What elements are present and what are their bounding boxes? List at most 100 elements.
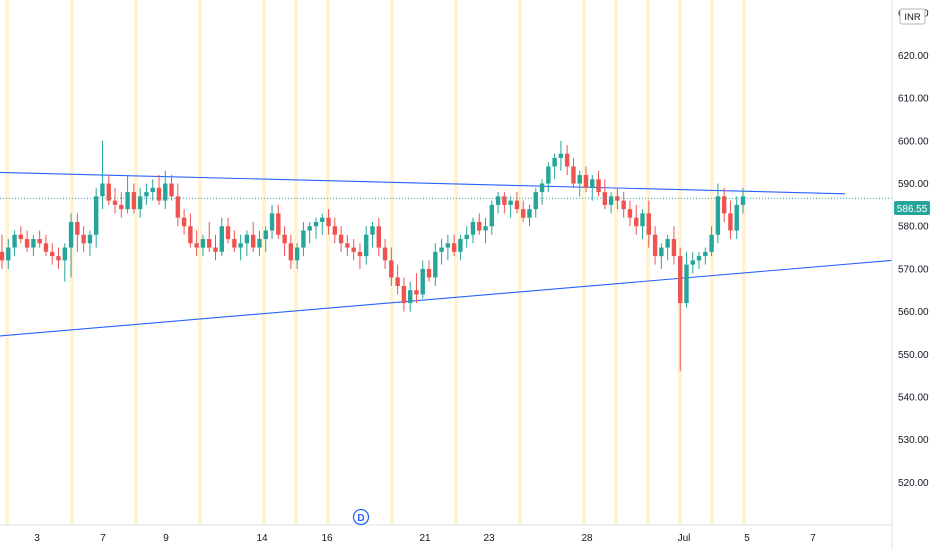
- candle-body: [25, 239, 29, 248]
- candle-29: [182, 209, 186, 235]
- candle-body: [56, 256, 60, 260]
- x-tick-label: 28: [581, 533, 593, 544]
- candle-body: [628, 209, 632, 218]
- candle-body: [113, 201, 117, 205]
- candle-body: [496, 196, 500, 205]
- candle-17: [107, 175, 111, 205]
- candle-body: [741, 196, 745, 205]
- candle-body: [402, 286, 406, 303]
- candle-body: [157, 188, 161, 201]
- candle-body: [452, 243, 456, 252]
- candle-71: [446, 235, 450, 261]
- candle-body: [678, 256, 682, 303]
- candle-110: [691, 252, 695, 273]
- candle-body: [6, 248, 10, 261]
- candle-5: [31, 235, 35, 256]
- candle-38: [238, 235, 242, 261]
- candle-body: [88, 235, 92, 244]
- candle-body: [169, 184, 173, 197]
- currency-label: INR: [904, 12, 921, 23]
- session-band-6: [326, 0, 330, 525]
- candle-body: [301, 230, 305, 247]
- candle-50: [314, 218, 318, 239]
- candle-75: [471, 218, 475, 244]
- candle-30: [188, 213, 192, 247]
- session-band-3: [198, 0, 202, 525]
- candle-body: [471, 222, 475, 235]
- candle-body: [590, 179, 594, 188]
- candle-111: [697, 252, 701, 269]
- candle-body: [37, 239, 41, 243]
- candle-body: [326, 218, 330, 227]
- candle-18: [113, 188, 117, 214]
- candle-33: [207, 222, 211, 252]
- candle-body: [19, 235, 23, 239]
- candle-body: [691, 260, 695, 264]
- candle-109: [684, 252, 688, 307]
- session-bands: [5, 0, 746, 525]
- candle-90: [565, 145, 569, 175]
- candle-46: [289, 235, 293, 269]
- y-tick-label: 520.00: [898, 478, 929, 489]
- price-axis[interactable]: 630.00620.00610.00600.00590.00580.00570.…: [898, 8, 929, 489]
- x-tick-label: Jul: [678, 533, 691, 544]
- candle-body: [490, 205, 494, 226]
- candle-3: [19, 226, 23, 243]
- candle-76: [477, 213, 481, 234]
- candle-53: [333, 218, 337, 244]
- candle-23: [144, 184, 148, 205]
- candle-97: [609, 192, 613, 213]
- candle-69: [433, 243, 437, 286]
- candle-body: [433, 252, 437, 278]
- candle-22: [138, 188, 142, 218]
- candle-body: [270, 213, 274, 230]
- candle-58: [364, 226, 368, 264]
- time-axis[interactable]: 3 7 9 14 16 21 23 28 Jul 5 7: [34, 533, 816, 544]
- candle-73: [458, 235, 462, 261]
- candle-body: [125, 192, 129, 209]
- candle-114: [716, 184, 720, 244]
- candle-25: [157, 175, 161, 205]
- candle-12: [75, 213, 79, 251]
- candle-body: [264, 230, 268, 239]
- candle-body: [659, 248, 663, 257]
- candle-116: [728, 201, 732, 239]
- candle-61: [383, 239, 387, 269]
- session-band-10: [582, 0, 586, 525]
- candle-body: [351, 248, 355, 252]
- trendline-1[interactable]: [0, 260, 892, 336]
- candle-80: [502, 192, 506, 213]
- y-tick-label: 610.00: [898, 94, 929, 105]
- candle-body: [653, 235, 657, 256]
- candle-body: [697, 256, 701, 260]
- candle-body: [477, 222, 481, 231]
- candle-77: [483, 218, 487, 244]
- candle-body: [464, 235, 468, 239]
- candle-body: [69, 222, 73, 248]
- candle-body: [672, 239, 676, 256]
- candle-body: [709, 235, 713, 252]
- candle-body: [182, 218, 186, 227]
- candle-body: [728, 213, 732, 230]
- candle-body: [665, 239, 669, 248]
- candle-13: [81, 226, 85, 252]
- currency-badge[interactable]: INR: [900, 9, 925, 24]
- candle-body: [345, 243, 349, 247]
- candle-89: [559, 141, 563, 171]
- y-tick-label: 580.00: [898, 222, 929, 233]
- candle-49: [308, 222, 312, 243]
- candle-56: [351, 239, 355, 260]
- candle-body: [383, 248, 387, 261]
- candle-body: [151, 188, 155, 192]
- candle-body: [559, 154, 563, 158]
- dividend-marker-label: D: [357, 513, 364, 524]
- dividend-marker[interactable]: D: [354, 510, 369, 525]
- candle-body: [12, 235, 16, 248]
- session-band-2: [134, 0, 138, 525]
- session-band-8: [454, 0, 458, 525]
- candle-78: [490, 201, 494, 235]
- candle-body: [408, 290, 412, 303]
- candle-86: [540, 179, 544, 205]
- candle-body: [339, 235, 343, 244]
